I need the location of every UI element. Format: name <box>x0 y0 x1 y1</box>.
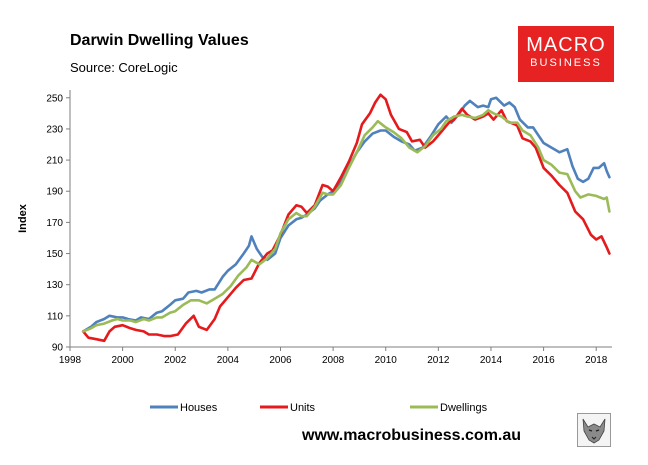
series-line-units <box>81 93 611 343</box>
y-tick-label: 90 <box>52 343 64 354</box>
macrobusiness-logo[interactable]: MACRO BUSINESS <box>518 26 614 82</box>
y-tick-label: 110 <box>47 311 63 322</box>
x-tick-label: 2004 <box>217 355 240 366</box>
website-url[interactable]: www.macrobusiness.com.au <box>302 427 522 444</box>
x-tick-label: 2006 <box>269 355 292 366</box>
series-line-dwellings <box>81 108 611 333</box>
y-tick-label: 190 <box>46 187 63 198</box>
x-tick-label: 1998 <box>59 355 82 366</box>
y-tick-label: 170 <box>46 218 63 229</box>
x-tick-label: 2008 <box>322 355 345 366</box>
x-tick-label: 2000 <box>111 355 134 366</box>
x-tick-label: 2014 <box>480 355 503 366</box>
chart-source: Source: CoreLogic <box>70 60 178 75</box>
x-tick-label: 2012 <box>427 355 450 366</box>
y-tick-label: 130 <box>46 280 63 291</box>
x-tick-label: 2010 <box>375 355 398 366</box>
x-tick-label: 2002 <box>164 355 187 366</box>
x-tick-label: 2016 <box>532 355 555 366</box>
chart-title: Darwin Dwelling Values <box>70 32 249 49</box>
y-axis-label: Index <box>17 203 29 233</box>
legend-label-units: Units <box>290 402 316 414</box>
wolf-mascot-icon <box>577 413 611 447</box>
legend-label-dwellings: Dwellings <box>440 402 488 414</box>
y-tick-label: 230 <box>46 124 63 135</box>
series-line-houses <box>81 96 611 333</box>
y-tick-label: 150 <box>46 249 63 260</box>
x-tick-label: 2018 <box>585 355 608 366</box>
legend-label-houses: Houses <box>180 402 218 414</box>
logo-line-2: BUSINESS <box>530 57 602 69</box>
y-tick-label: 210 <box>46 156 63 167</box>
y-tick-label: 250 <box>46 93 63 104</box>
logo-line-1: MACRO <box>526 34 606 56</box>
